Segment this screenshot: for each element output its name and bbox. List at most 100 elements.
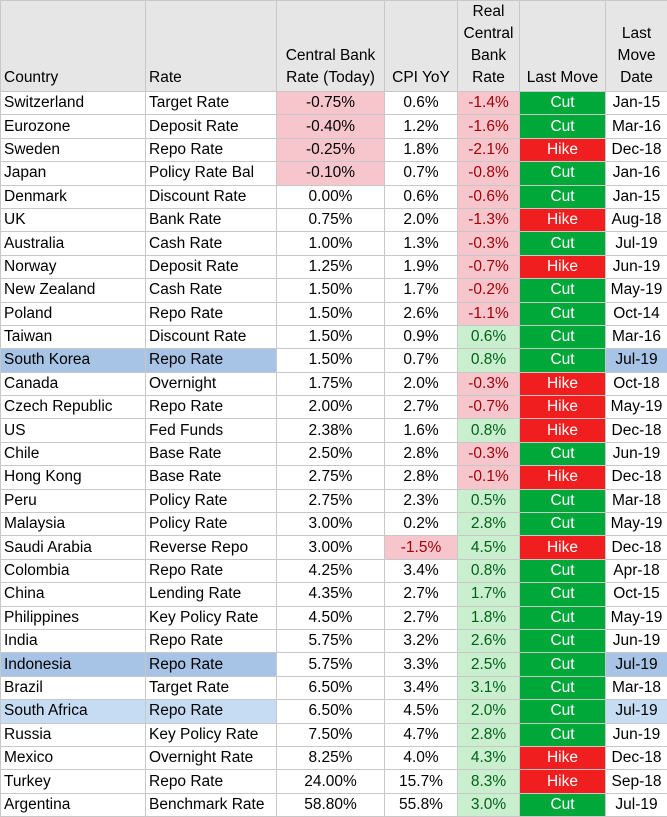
central-bank-rate-cell: 0.00%: [277, 185, 385, 208]
central-bank-rate-cell: 1.75%: [277, 372, 385, 395]
last-move-date-cell: May-19: [606, 396, 667, 419]
rate-name-cell: Discount Rate: [146, 185, 277, 208]
central-bank-rate-cell: 0.75%: [277, 208, 385, 231]
header-real-rate-line-3: Bank: [461, 45, 516, 67]
last-move-date-cell: Dec-18: [606, 466, 667, 489]
central-bank-rate-cell: 3.00%: [277, 536, 385, 559]
real-rate-cell: -1.6%: [458, 115, 520, 138]
last-move-date-cell: Oct-14: [606, 302, 667, 325]
real-rate-cell: -0.7%: [458, 255, 520, 278]
rate-name-cell: Repo Rate: [146, 302, 277, 325]
central-bank-rate-cell: 5.75%: [277, 653, 385, 676]
last-move-date-cell: Mar-16: [606, 325, 667, 348]
header-last-move-date: Last Move Date: [606, 1, 667, 92]
rate-name-cell: Base Rate: [146, 442, 277, 465]
central-bank-rate-cell: 8.25%: [277, 746, 385, 769]
cpi-cell: 4.5%: [385, 700, 458, 723]
last-move-date-cell: Oct-18: [606, 372, 667, 395]
country-cell: Peru: [1, 489, 146, 512]
rate-name-cell: Target Rate: [146, 676, 277, 699]
real-rate-cell: 2.8%: [458, 723, 520, 746]
last-move-badge: Cut: [520, 185, 606, 208]
rate-name-cell: Repo Rate: [146, 559, 277, 582]
country-cell: Norway: [1, 255, 146, 278]
cpi-cell: 3.4%: [385, 559, 458, 582]
header-real-rate-line-2: Central: [461, 23, 516, 45]
cpi-cell: 4.0%: [385, 746, 458, 769]
rate-name-cell: Key Policy Rate: [146, 723, 277, 746]
cpi-cell: 4.7%: [385, 723, 458, 746]
real-rate-cell: -1.1%: [458, 302, 520, 325]
real-rate-cell: -1.4%: [458, 92, 520, 115]
header-last-move-date-line-2: Move: [609, 45, 664, 67]
last-move-badge: Hike: [520, 372, 606, 395]
real-rate-cell: 8.3%: [458, 770, 520, 793]
last-move-date-cell: Mar-18: [606, 676, 667, 699]
real-rate-cell: -0.3%: [458, 442, 520, 465]
last-move-date-cell: May-19: [606, 606, 667, 629]
last-move-badge: Cut: [520, 302, 606, 325]
last-move-date-cell: Dec-18: [606, 746, 667, 769]
rate-name-cell: Policy Rate Bal: [146, 162, 277, 185]
rate-name-cell: Policy Rate: [146, 489, 277, 512]
central-bank-rate-cell: 4.50%: [277, 606, 385, 629]
country-cell: Hong Kong: [1, 466, 146, 489]
cpi-cell: 3.2%: [385, 629, 458, 652]
central-bank-rate-cell: 7.50%: [277, 723, 385, 746]
country-cell: Poland: [1, 302, 146, 325]
header-cpi: CPI YoY: [385, 1, 458, 92]
real-rate-cell: -0.2%: [458, 279, 520, 302]
last-move-badge: Cut: [520, 583, 606, 606]
header-row: Country Rate Central Bank Rate (Today) C…: [1, 1, 667, 92]
last-move-date-cell: Jun-19: [606, 629, 667, 652]
rate-name-cell: Cash Rate: [146, 232, 277, 255]
real-rate-cell: 0.8%: [458, 349, 520, 372]
real-rate-cell: -0.3%: [458, 232, 520, 255]
cpi-cell: 15.7%: [385, 770, 458, 793]
last-move-badge: Cut: [520, 793, 606, 816]
last-move-badge: Cut: [520, 606, 606, 629]
header-cb-rate-line-1: Central Bank: [280, 45, 381, 67]
real-rate-cell: 4.5%: [458, 536, 520, 559]
central-bank-rate-cell: 1.50%: [277, 302, 385, 325]
central-bank-rate-cell: 1.50%: [277, 279, 385, 302]
rate-name-cell: Base Rate: [146, 466, 277, 489]
header-real-rate: Real Central Bank Rate: [458, 1, 520, 92]
real-rate-cell: 1.8%: [458, 606, 520, 629]
last-move-date-cell: Sep-18: [606, 770, 667, 793]
real-rate-cell: -2.1%: [458, 138, 520, 161]
central-bank-rate-cell: 24.00%: [277, 770, 385, 793]
last-move-badge: Hike: [520, 536, 606, 559]
last-move-badge: Cut: [520, 279, 606, 302]
central-bank-rate-cell: 4.35%: [277, 583, 385, 606]
country-cell: South Korea: [1, 349, 146, 372]
last-move-badge: Cut: [520, 92, 606, 115]
cpi-cell: -1.5%: [385, 536, 458, 559]
real-rate-cell: -1.3%: [458, 208, 520, 231]
rate-name-cell: Deposit Rate: [146, 255, 277, 278]
real-rate-cell: -0.7%: [458, 396, 520, 419]
header-last-move-date-line-1: Last: [609, 23, 664, 45]
country-cell: New Zealand: [1, 279, 146, 302]
central-bank-rate-cell: 2.75%: [277, 489, 385, 512]
cpi-cell: 2.7%: [385, 606, 458, 629]
cpi-cell: 1.3%: [385, 232, 458, 255]
header-last-move-date-line-3: Date: [609, 67, 664, 89]
rate-name-cell: Benchmark Rate: [146, 793, 277, 816]
cpi-cell: 2.0%: [385, 208, 458, 231]
central-bank-rate-cell: 5.75%: [277, 629, 385, 652]
rate-name-cell: Repo Rate: [146, 349, 277, 372]
country-cell: Brazil: [1, 676, 146, 699]
last-move-date-cell: Jan-15: [606, 185, 667, 208]
cpi-cell: 0.6%: [385, 185, 458, 208]
country-cell: Taiwan: [1, 325, 146, 348]
last-move-badge: Hike: [520, 770, 606, 793]
country-cell: Sweden: [1, 138, 146, 161]
